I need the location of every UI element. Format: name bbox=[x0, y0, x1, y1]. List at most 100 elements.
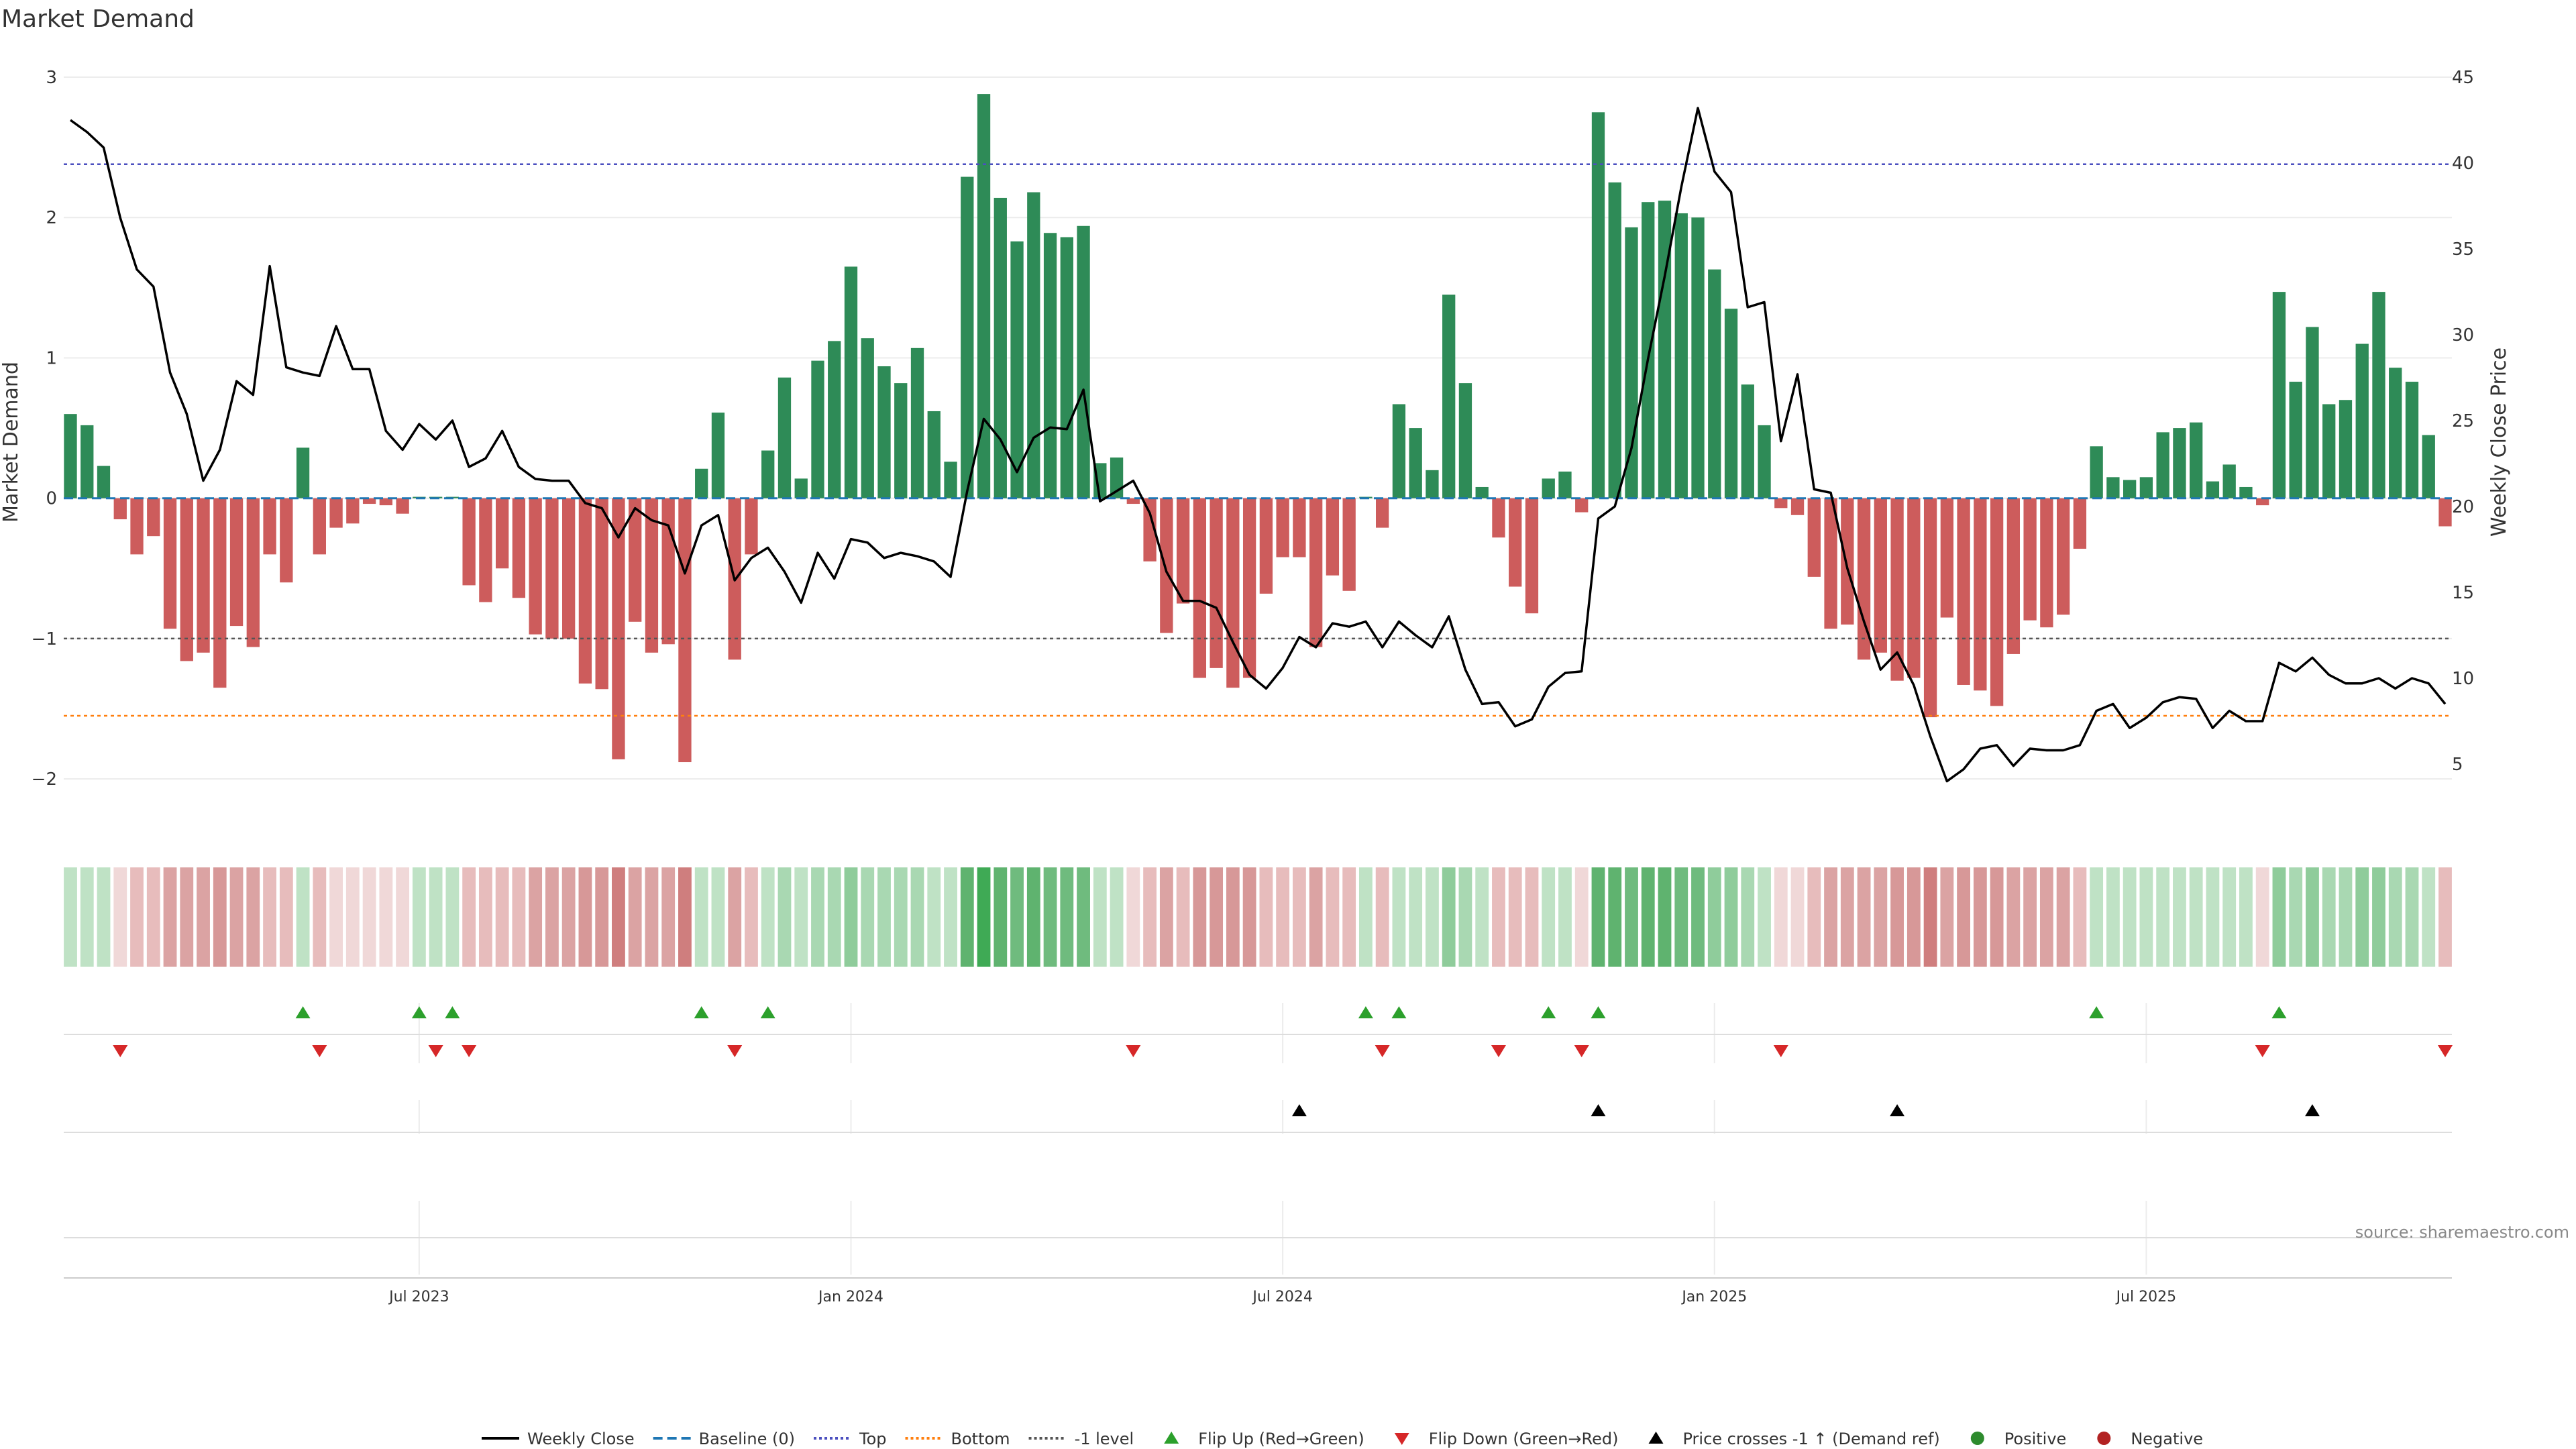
demand-heat-cell bbox=[2239, 867, 2253, 967]
demand-heat-cell bbox=[1475, 867, 1489, 967]
negative-demand-bar bbox=[1974, 498, 1987, 691]
legend-label: Negative bbox=[2131, 1430, 2203, 1448]
demand-heat-cell bbox=[1026, 867, 1040, 967]
positive-demand-bar bbox=[1558, 471, 1572, 498]
y-right-tick-label: 25 bbox=[2452, 411, 2474, 431]
demand-heat-cell bbox=[1608, 867, 1622, 967]
demand-heat-cell bbox=[1292, 867, 1306, 967]
y-left-tick-label: 2 bbox=[46, 208, 57, 228]
positive-demand-bar bbox=[1426, 470, 1439, 498]
price-cross-marker bbox=[1591, 1104, 1606, 1116]
y-right-tick-label: 10 bbox=[2452, 669, 2474, 689]
negative-demand-bar bbox=[1259, 498, 1273, 594]
demand-heat-cell bbox=[213, 867, 227, 967]
flip-up-marker bbox=[1541, 1006, 1556, 1018]
demand-heat-cell bbox=[2272, 867, 2286, 967]
positive-demand-bar bbox=[794, 478, 808, 498]
demand-heat-cell bbox=[445, 867, 460, 967]
demand-heat-cell bbox=[894, 867, 908, 967]
demand-heat-cell bbox=[1907, 867, 1921, 967]
negative-demand-bar bbox=[346, 498, 360, 524]
demand-heat-cell bbox=[745, 867, 758, 967]
y-right-tick-label: 45 bbox=[2452, 68, 2474, 88]
negative-demand-bar bbox=[545, 498, 559, 639]
positive-demand-bar bbox=[1724, 309, 1738, 498]
positive-demand-bar bbox=[811, 360, 824, 498]
demand-heat-cell bbox=[64, 867, 77, 967]
negative-demand-bar bbox=[246, 498, 260, 647]
negative-demand-bar bbox=[379, 498, 393, 506]
flip-up-marker bbox=[760, 1006, 775, 1018]
negative-demand-bar bbox=[147, 498, 160, 537]
negative-demand-bar bbox=[495, 498, 509, 569]
source-label: source: sharemaestro.com bbox=[2355, 1223, 2569, 1242]
demand-heat-cell bbox=[1525, 867, 1539, 967]
demand-heat-cell bbox=[1857, 867, 1871, 967]
demand-heat-cell bbox=[1126, 867, 1140, 967]
demand-heat-cell bbox=[379, 867, 393, 967]
negative-demand-bar bbox=[1376, 498, 1389, 528]
negative-demand-bar bbox=[1276, 498, 1289, 557]
demand-heat-cell bbox=[180, 867, 194, 967]
positive-demand-bar bbox=[2355, 343, 2369, 498]
flip-up-marker bbox=[1358, 1006, 1373, 1018]
legend-swatch-triangle-up bbox=[1648, 1432, 1664, 1444]
demand-heat-cell bbox=[163, 867, 177, 967]
demand-heat-cell bbox=[1492, 867, 1505, 967]
demand-heat-cell bbox=[1807, 867, 1821, 967]
demand-heat-cell bbox=[1840, 867, 1854, 967]
negative-demand-bar bbox=[163, 498, 177, 629]
demand-heat-cell bbox=[396, 867, 410, 967]
negative-demand-bar bbox=[2006, 498, 2021, 654]
y-right-tick-label: 30 bbox=[2452, 325, 2474, 345]
price-cross-marker bbox=[1890, 1104, 1905, 1116]
demand-heat-cell bbox=[578, 867, 592, 967]
x-tick-label: Jan 2025 bbox=[1680, 1289, 1747, 1305]
positive-demand-bar bbox=[1741, 384, 1754, 498]
negative-demand-bar bbox=[2256, 498, 2269, 506]
price-cross-marker bbox=[2304, 1104, 2320, 1116]
negative-demand-bar bbox=[645, 498, 659, 653]
positive-demand-bar bbox=[1758, 425, 1771, 498]
positive-demand-bar bbox=[1542, 478, 1555, 498]
y-left-tick-label: 0 bbox=[46, 489, 57, 509]
demand-heat-cell bbox=[1890, 867, 1904, 967]
demand-heat-cell bbox=[412, 867, 426, 967]
demand-heat-cell bbox=[1193, 867, 1207, 967]
negative-demand-bar bbox=[280, 498, 293, 583]
legend-label: Baseline (0) bbox=[699, 1430, 795, 1448]
positive-demand-bar bbox=[2206, 481, 2220, 498]
positive-demand-bar bbox=[944, 462, 957, 498]
x-tick-label: Jan 2024 bbox=[817, 1289, 883, 1305]
negative-demand-bar bbox=[213, 498, 227, 688]
negative-demand-bar bbox=[2438, 498, 2452, 527]
demand-heat-cell bbox=[794, 867, 808, 967]
flip-down-marker bbox=[462, 1045, 477, 1057]
flip-up-marker bbox=[1591, 1006, 1606, 1018]
y-right-tick-label: 40 bbox=[2452, 154, 2474, 174]
flip-down-marker bbox=[428, 1045, 443, 1057]
x-tick-label: Jul 2025 bbox=[2115, 1289, 2177, 1305]
positive-demand-bar bbox=[2289, 382, 2302, 498]
demand-heat-cell bbox=[2156, 867, 2170, 967]
negative-demand-bar bbox=[512, 498, 526, 598]
demand-heat-cell bbox=[2006, 867, 2021, 967]
demand-heat-cell bbox=[2039, 867, 2053, 967]
demand-heat-cell bbox=[1077, 867, 1090, 967]
positive-demand-bar bbox=[2306, 327, 2319, 498]
demand-heat-cell bbox=[1226, 867, 1240, 967]
demand-heat-cell bbox=[1110, 867, 1124, 967]
negative-demand-bar bbox=[197, 498, 210, 653]
demand-heat-cell bbox=[1774, 867, 1788, 967]
negative-demand-bar bbox=[1242, 498, 1256, 678]
positive-demand-bar bbox=[894, 383, 908, 498]
flip-up-marker bbox=[1391, 1006, 1407, 1018]
price-cross-marker bbox=[1291, 1104, 1307, 1116]
flip-up-marker bbox=[694, 1006, 709, 1018]
flip-down-marker bbox=[1574, 1045, 1589, 1057]
demand-heat-cell bbox=[1010, 867, 1024, 967]
positive-demand-bar bbox=[1642, 202, 1655, 498]
demand-heat-cell bbox=[2438, 867, 2452, 967]
negative-demand-bar bbox=[1575, 498, 1589, 513]
